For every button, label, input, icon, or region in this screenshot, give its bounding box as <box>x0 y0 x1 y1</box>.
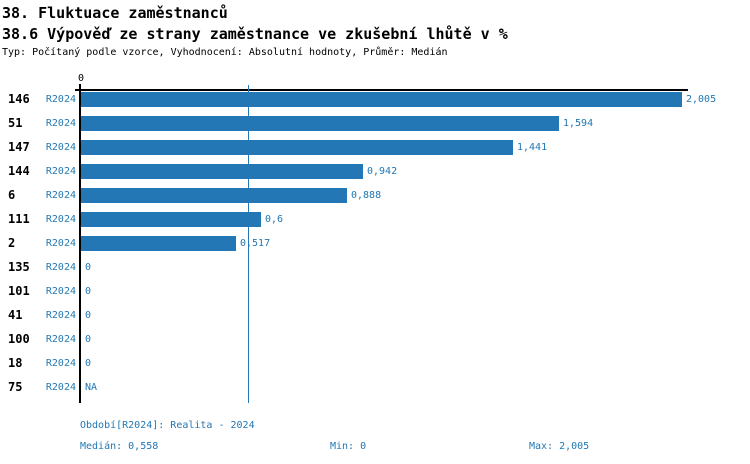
chart-row: 135 R2024 0 <box>0 260 750 275</box>
row-id-label: 111 <box>8 212 30 226</box>
chart-row: 2 R2024 0,517 <box>0 236 750 251</box>
stat-min: Min: 0 <box>330 441 367 452</box>
chart-row: 144 R2024 0,942 <box>0 164 750 179</box>
bar <box>81 164 363 179</box>
bar <box>81 236 236 251</box>
row-period-label: R2024 <box>45 214 76 225</box>
bar-value-label: 0 <box>85 358 92 369</box>
stat-median: Medián: 0,558 <box>80 441 159 452</box>
row-id-label: 2 <box>8 236 16 250</box>
bar-value-label: 0 <box>85 262 92 273</box>
row-id-label: 6 <box>8 188 16 202</box>
chart-row: 51 R2024 1,594 <box>0 116 750 131</box>
row-id-label: 135 <box>8 260 30 274</box>
row-period-label: R2024 <box>45 262 76 273</box>
row-id-label: 18 <box>8 356 23 370</box>
bar <box>81 92 682 107</box>
row-period-label: R2024 <box>45 118 76 129</box>
bar-value-label: 0,942 <box>367 166 398 177</box>
bar-value-label: 0 <box>85 310 92 321</box>
chart-subtitle: 38.6 Výpověď ze strany zaměstnance ve zk… <box>2 25 508 43</box>
row-period-label: R2024 <box>45 94 76 105</box>
chart-row: 41 R2024 0 <box>0 308 750 323</box>
bar-value-label: 0,6 <box>265 214 284 225</box>
row-period-label: R2024 <box>45 166 76 177</box>
chart-row: 18 R2024 0 <box>0 356 750 371</box>
row-period-label: R2024 <box>45 142 76 153</box>
x-axis-line <box>75 89 688 91</box>
row-period-label: R2024 <box>45 190 76 201</box>
bar-value-label: 0,888 <box>351 190 382 201</box>
row-id-label: 41 <box>8 308 23 322</box>
bar-value-label: 0 <box>85 286 92 297</box>
bar-value-label: 0,517 <box>240 238 271 249</box>
bar <box>81 212 261 227</box>
row-period-label: R2024 <box>45 334 76 345</box>
chart-row: 146 R2024 2,005 <box>0 92 750 107</box>
row-id-label: 101 <box>8 284 30 298</box>
chart-row: 111 R2024 0,6 <box>0 212 750 227</box>
bar <box>81 116 559 131</box>
row-id-label: 146 <box>8 92 30 106</box>
row-id-label: 75 <box>8 380 23 394</box>
stat-max: Max: 2,005 <box>529 441 590 452</box>
chart-row: 101 R2024 0 <box>0 284 750 299</box>
row-period-label: R2024 <box>45 238 76 249</box>
row-id-label: 144 <box>8 164 30 178</box>
bar-value-label: NA <box>85 382 98 393</box>
median-line <box>248 85 249 403</box>
period-legend: Období[R2024]: Realita - 2024 <box>80 420 255 431</box>
y-axis-line <box>79 84 81 403</box>
bar-value-label: 0 <box>85 334 92 345</box>
bar <box>81 140 513 155</box>
bar-value-label: 1,441 <box>517 142 548 153</box>
chart-row: 147 R2024 1,441 <box>0 140 750 155</box>
chart-meta-line: Typ: Počítaný podle vzorce, Vyhodnocení:… <box>2 47 448 58</box>
x-axis-origin-label: 0 <box>77 73 85 84</box>
page-title: 38. Fluktuace zaměstnanců <box>2 4 228 22</box>
row-id-label: 51 <box>8 116 23 130</box>
row-period-label: R2024 <box>45 310 76 321</box>
row-period-label: R2024 <box>45 358 76 369</box>
chart-row: 100 R2024 0 <box>0 332 750 347</box>
bar <box>81 188 347 203</box>
row-period-label: R2024 <box>45 286 76 297</box>
chart-row: 75 R2024 NA <box>0 380 750 395</box>
row-id-label: 147 <box>8 140 30 154</box>
bar-value-label: 2,005 <box>686 94 717 105</box>
chart-row: 6 R2024 0,888 <box>0 188 750 203</box>
row-id-label: 100 <box>8 332 30 346</box>
row-period-label: R2024 <box>45 382 76 393</box>
bar-value-label: 1,594 <box>563 118 594 129</box>
